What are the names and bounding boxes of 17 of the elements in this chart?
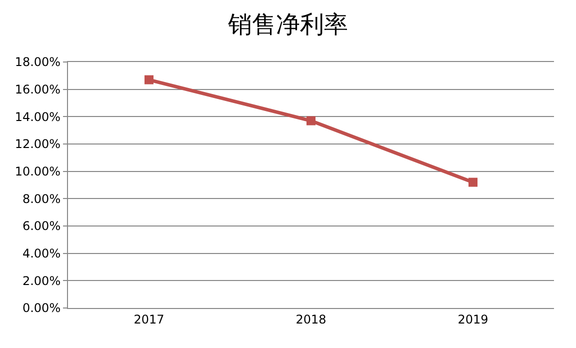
- y-tick-label: 8.00%: [22, 192, 61, 206]
- y-tick-label: 4.00%: [22, 246, 61, 261]
- point: [144, 75, 154, 84]
- point: [468, 178, 478, 187]
- x-tick-label: 2017: [134, 312, 164, 326]
- y-tick-label: 18.00%: [14, 55, 61, 70]
- y-tick-label: 6.00%: [22, 219, 61, 234]
- y-tick-label: 16.00%: [14, 82, 61, 97]
- chart-title: 销售净利率: [227, 10, 348, 38]
- x-tick-label: 2019: [458, 312, 488, 326]
- y-tick-label: 10.00%: [14, 164, 61, 179]
- y-tick-label: 14.00%: [14, 110, 61, 124]
- point: [306, 116, 316, 126]
- y-tick-label: 2.00%: [22, 274, 61, 288]
- y-tick-label: 0.00%: [22, 301, 61, 316]
- x-tick-label: 2018: [296, 312, 326, 326]
- y-tick-label: 12.00%: [14, 137, 61, 152]
